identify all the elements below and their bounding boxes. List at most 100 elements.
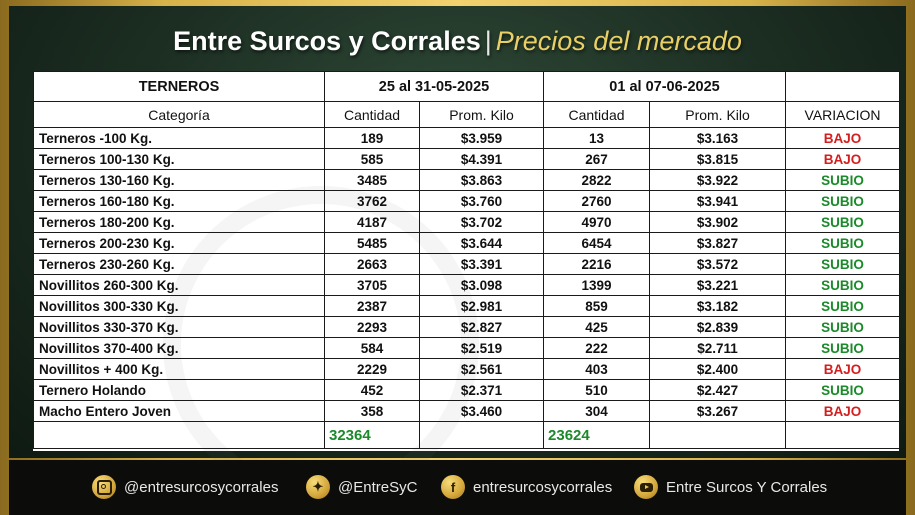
row-qty-1: 5485 [324,232,420,254]
row-variation: SUBIO [785,232,901,254]
instagram-icon [92,475,116,499]
totals-row: 32364 23624 [33,421,901,449]
row-price-2: $3.922 [649,169,787,191]
row-qty-1: 2229 [324,358,420,380]
row-qty-1: 452 [324,379,420,401]
row-variation: SUBIO [785,190,901,212]
instagram-link[interactable]: @entresurcosycorrales [92,474,278,500]
row-price-1: $2.519 [418,337,545,359]
table-row: Ternero Holando 452 $2.371 510 $2.427 SUBIO [33,379,901,401]
table-row: Terneros 130-160 Kg. 3485 $3.863 2822 $3.922… [33,169,901,191]
row-price-2: $3.815 [649,148,787,170]
youtube-icon [634,475,658,499]
twitter-link[interactable]: ✦ @EntreSyC [306,474,417,500]
header-row-columns: Categoría Cantidad Prom. Kilo Cantidad P… [33,101,901,128]
row-price-1: $3.959 [418,127,545,149]
row-variation: SUBIO [785,337,901,359]
price-sheet: TERNEROS 25 al 31-05-2025 01 al 07-06-20… [33,71,901,502]
row-category: Terneros 230-260 Kg. [33,253,325,275]
row-price-2: $2.400 [649,358,787,380]
row-category: Terneros 160-180 Kg. [33,190,325,212]
row-price-2: $2.711 [649,337,787,359]
row-qty-1: 358 [324,400,420,422]
total-empty [418,421,545,449]
youtube-link[interactable]: Entre Surcos Y Corrales [634,474,827,500]
row-variation: SUBIO [785,253,901,275]
row-variation: SUBIO [785,169,901,191]
row-category: Novillitos 330-370 Kg. [33,316,325,338]
price-table: TERNEROS 25 al 31-05-2025 01 al 07-06-20… [33,71,901,449]
total-qty-2: 23624 [543,421,651,449]
row-price-1: $3.644 [418,232,545,254]
table-row: Macho Entero Joven 358 $3.460 304 $3.267 BAJO [33,400,901,422]
row-qty-2: 425 [543,316,651,338]
table-row: Terneros -100 Kg. 189 $3.959 13 $3.163 BAJO [33,127,901,149]
row-price-2: $2.839 [649,316,787,338]
table-row: Terneros 200-230 Kg. 5485 $3.644 6454 $3.827… [33,232,901,254]
row-price-2: $3.572 [649,253,787,275]
empty-header-cell [785,71,901,102]
period-2-header: 01 al 07-06-2025 [543,71,787,102]
twitter-icon: ✦ [306,475,330,499]
period-1-header: 25 al 31-05-2025 [323,71,545,102]
row-category: Ternero Holando [33,379,325,401]
row-qty-1: 3705 [324,274,420,296]
row-price-1: $3.460 [418,400,545,422]
row-qty-1: 2387 [324,295,420,317]
row-category: Terneros 200-230 Kg. [33,232,325,254]
total-qty-1: 32364 [324,421,420,449]
row-qty-2: 222 [543,337,651,359]
row-qty-2: 267 [543,148,651,170]
row-qty-2: 1399 [543,274,651,296]
row-price-1: $3.098 [418,274,545,296]
row-price-1: $2.827 [418,316,545,338]
row-qty-2: 4970 [543,211,651,233]
row-qty-1: 189 [324,127,420,149]
row-price-1: $3.391 [418,253,545,275]
row-category: Novillitos + 400 Kg. [33,358,325,380]
title-separator: | [484,26,492,56]
table-row: Novillitos 300-330 Kg. 2387 $2.981 859 $3.18… [33,295,901,317]
row-qty-1: 2663 [324,253,420,275]
table-row: Novillitos 330-370 Kg. 2293 $2.827 425 $2.83… [33,316,901,338]
row-variation: SUBIO [785,316,901,338]
row-price-2: $3.267 [649,400,787,422]
row-price-2: $3.221 [649,274,787,296]
row-price-2: $3.902 [649,211,787,233]
col-qty-1: Cantidad [324,101,420,128]
col-category: Categoría [33,101,325,128]
row-price-2: $3.163 [649,127,787,149]
row-qty-1: 585 [324,148,420,170]
total-empty [649,421,787,449]
row-price-1: $2.981 [418,295,545,317]
header-row-periods: TERNEROS 25 al 31-05-2025 01 al 07-06-20… [33,71,901,102]
row-category: Terneros 100-130 Kg. [33,148,325,170]
row-qty-2: 510 [543,379,651,401]
row-price-1: $2.371 [418,379,545,401]
row-qty-1: 2293 [324,316,420,338]
row-qty-2: 13 [543,127,651,149]
table-row: Terneros 100-130 Kg. 585 $4.391 267 $3.815 BA… [33,148,901,170]
row-qty-2: 2760 [543,190,651,212]
row-qty-1: 584 [324,337,420,359]
row-price-2: $3.941 [649,190,787,212]
row-category: Terneros 180-200 Kg. [33,211,325,233]
table-row: Novillitos 370-400 Kg. 584 $2.519 222 $2.711… [33,337,901,359]
title-main: Entre Surcos y Corrales [173,26,481,56]
facebook-link[interactable]: f entresurcosycorrales [441,474,612,500]
table-row: Terneros 180-200 Kg. 4187 $3.702 4970 $3.902… [33,211,901,233]
social-footer: @entresurcosycorrales ✦ @EntreSyC f entr… [9,460,906,515]
row-qty-2: 304 [543,400,651,422]
row-variation: SUBIO [785,295,901,317]
row-qty-2: 403 [543,358,651,380]
table-row: Novillitos 260-300 Kg. 3705 $3.098 1399 $3.2… [33,274,901,296]
row-qty-2: 2216 [543,253,651,275]
col-variation: VARIACION [785,101,901,128]
row-category: Novillitos 260-300 Kg. [33,274,325,296]
facebook-handle: entresurcosycorrales [473,478,613,496]
row-category: Terneros -100 Kg. [33,127,325,149]
row-price-2: $2.427 [649,379,787,401]
table-row: Terneros 230-260 Kg. 2663 $3.391 2216 $3.572… [33,253,901,275]
col-price-1: Prom. Kilo [418,101,545,128]
header-panel: Entre Surcos y Corrales | Precios del merc… [9,6,906,502]
